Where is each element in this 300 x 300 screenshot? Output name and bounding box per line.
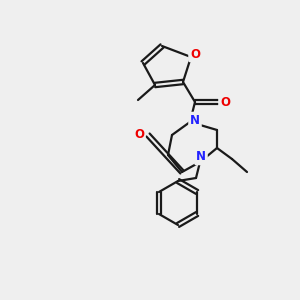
Text: O: O [190,47,200,61]
Text: N: N [190,113,200,127]
Text: O: O [220,95,230,109]
Text: O: O [134,128,144,142]
Text: N: N [196,151,206,164]
